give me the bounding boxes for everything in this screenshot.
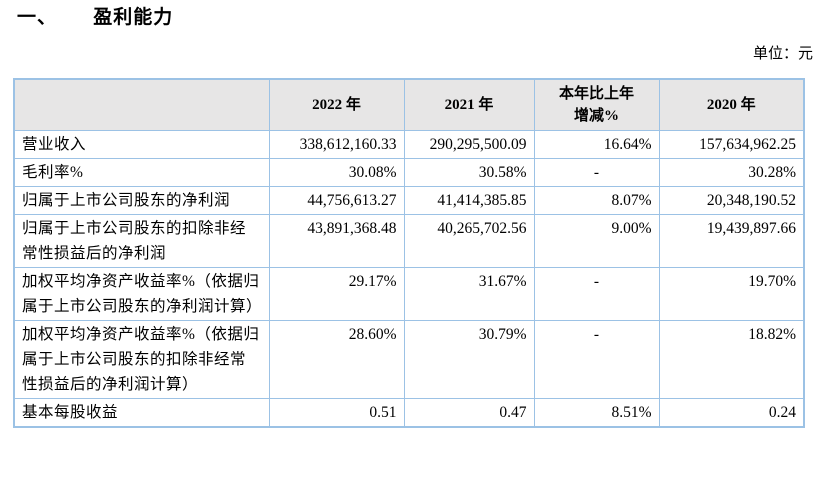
cell-change: 9.00% [533, 214, 660, 268]
cell-2021: 31.67% [403, 267, 535, 321]
cell-change: 8.07% [533, 186, 660, 215]
cell-2020: 19,439,897.66 [658, 214, 805, 268]
cell-2021: 30.79% [403, 320, 535, 399]
cell-2020: 0.24 [658, 398, 805, 428]
column-header-2021: 2021 年 [403, 78, 535, 131]
row-label: 加权平均净资产收益率%（依据归属于上市公司股东的扣除非经常性损益后的净利润计算） [13, 320, 270, 399]
row-label: 毛利率% [13, 158, 270, 187]
section-number: 一、 [17, 7, 58, 28]
table-row-net-profit: 归属于上市公司股东的净利润 44,756,613.27 41,414,385.8… [13, 186, 805, 215]
row-label: 基本每股收益 [13, 398, 270, 428]
cell-2020: 30.28% [658, 158, 805, 187]
cell-2021: 41,414,385.85 [403, 186, 535, 215]
cell-2020: 18.82% [658, 320, 805, 399]
section-heading: 一、 盈利能力 [17, 6, 173, 30]
cell-2022: 30.08% [268, 158, 405, 187]
cell-change: - [533, 267, 660, 321]
table-row-weighted-roe-deducted: 加权平均净资产收益率%（依据归属于上市公司股东的扣除非经常性损益后的净利润计算）… [13, 320, 805, 399]
column-header-2020: 2020 年 [658, 78, 805, 131]
cell-change: - [533, 320, 660, 399]
cell-2021: 0.47 [403, 398, 535, 428]
row-label: 营业收入 [13, 130, 270, 159]
cell-2021: 30.58% [403, 158, 535, 187]
unit-label: 单位：元 [752, 46, 813, 62]
table-row-weighted-roe: 加权平均净资产收益率%（依据归属于上市公司股东的净利润计算） 29.17% 31… [13, 267, 805, 321]
cell-2022: 0.51 [268, 398, 405, 428]
cell-change: - [533, 158, 660, 187]
cell-2022: 29.17% [268, 267, 405, 321]
column-header-change: 本年比上年 增减% [533, 78, 660, 131]
cell-2022: 28.60% [268, 320, 405, 399]
table-row-net-profit-deducted: 归属于上市公司股东的扣除非经常性损益后的净利润 43,891,368.48 40… [13, 214, 805, 268]
page-title: 盈利能力 [93, 7, 174, 28]
cell-2020: 20,348,190.52 [658, 186, 805, 215]
profitability-table: 2022 年 2021 年 本年比上年 增减% 2020 年 营业收入 338,… [13, 78, 805, 428]
cell-change: 16.64% [533, 130, 660, 159]
cell-2022: 44,756,613.27 [268, 186, 405, 215]
table-header-row: 2022 年 2021 年 本年比上年 增减% 2020 年 [13, 78, 805, 131]
column-header-metric [13, 78, 270, 131]
table-row-gross-margin: 毛利率% 30.08% 30.58% - 30.28% [13, 158, 805, 187]
cell-2022: 43,891,368.48 [268, 214, 405, 268]
column-header-2022: 2022 年 [268, 78, 405, 131]
cell-2020: 157,634,962.25 [658, 130, 805, 159]
cell-2020: 19.70% [658, 267, 805, 321]
cell-2021: 290,295,500.09 [403, 130, 535, 159]
row-label: 归属于上市公司股东的净利润 [13, 186, 270, 215]
row-label: 归属于上市公司股东的扣除非经常性损益后的净利润 [13, 214, 270, 268]
table-row-operating-revenue: 营业收入 338,612,160.33 290,295,500.09 16.64… [13, 130, 805, 159]
cell-2021: 40,265,702.56 [403, 214, 535, 268]
table-row-basic-eps: 基本每股收益 0.51 0.47 8.51% 0.24 [13, 398, 805, 428]
cell-2022: 338,612,160.33 [268, 130, 405, 159]
row-label: 加权平均净资产收益率%（依据归属于上市公司股东的净利润计算） [13, 267, 270, 321]
cell-change: 8.51% [533, 398, 660, 428]
